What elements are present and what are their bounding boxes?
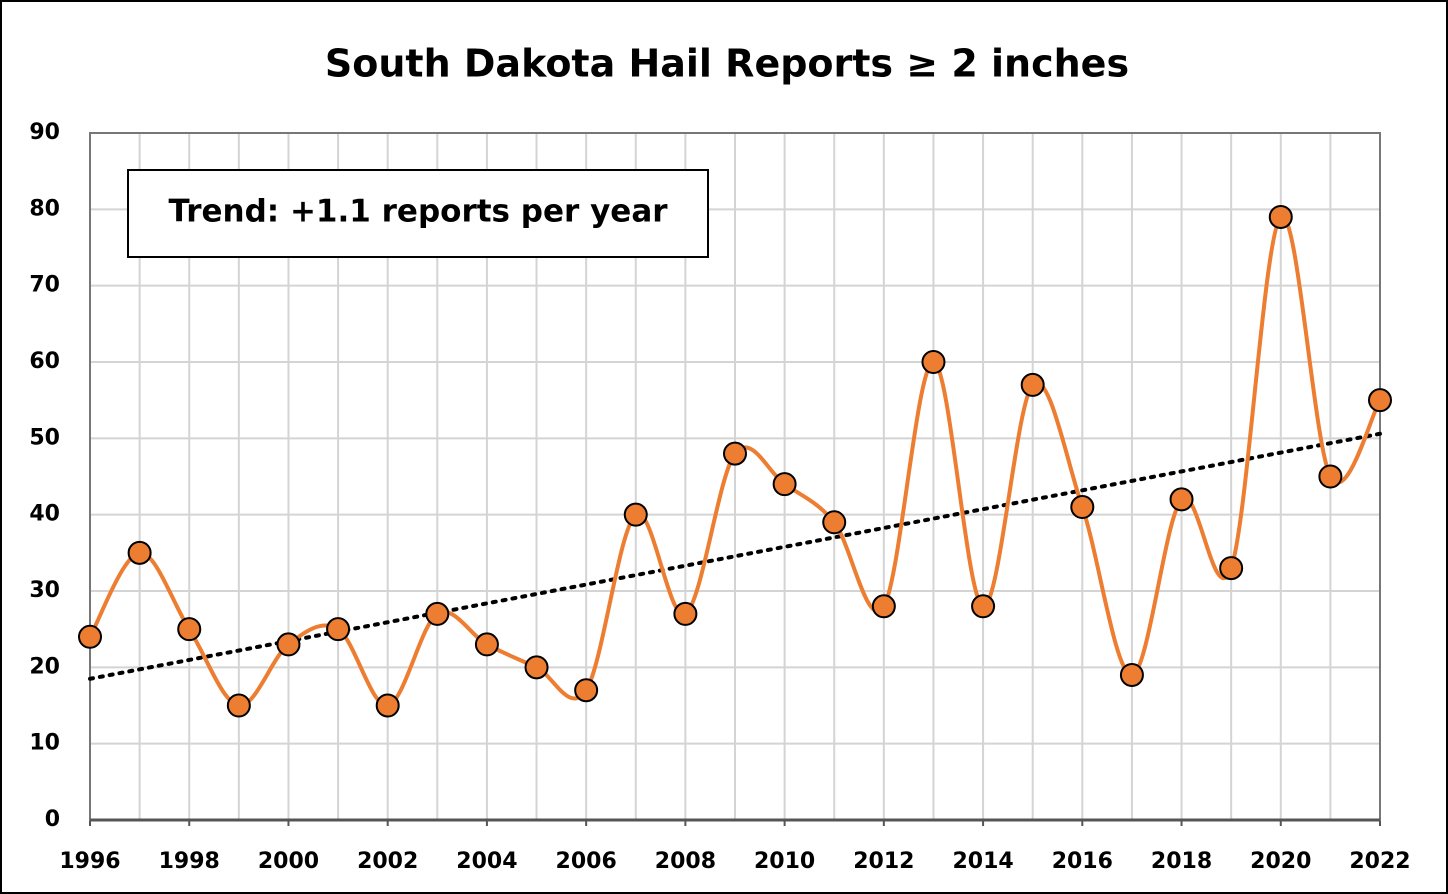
data-point <box>971 594 996 619</box>
data-point <box>177 617 202 642</box>
y-tick-label: 10 <box>29 731 60 756</box>
data-point <box>226 693 251 718</box>
x-tick-label: 2012 <box>853 849 914 874</box>
data-point <box>871 594 896 619</box>
data-point <box>326 617 351 642</box>
data-point <box>127 540 152 565</box>
data-point <box>574 678 599 703</box>
y-tick-label: 0 <box>45 807 60 832</box>
x-tick-label: 2002 <box>357 849 418 874</box>
annotation: Trend: +1.1 reports per year <box>168 194 668 230</box>
x-tick-label: 1996 <box>59 849 120 874</box>
y-tick-label: 60 <box>29 349 60 374</box>
data-point <box>474 632 499 657</box>
data-point <box>1169 487 1194 512</box>
y-tick-label: 80 <box>29 196 60 221</box>
y-tick-label: 70 <box>29 273 60 298</box>
data-point <box>921 350 946 374</box>
x-tick-label: 2020 <box>1250 849 1311 874</box>
data-point <box>1219 556 1244 581</box>
y-tick-label: 90 <box>29 120 60 145</box>
y-tick-label: 40 <box>29 502 60 527</box>
x-tick-label: 2000 <box>258 849 319 874</box>
x-tick-label: 2014 <box>952 849 1013 874</box>
data-point <box>1318 464 1343 489</box>
data-point <box>276 632 301 657</box>
data-point <box>425 601 450 626</box>
data-point <box>1268 204 1293 229</box>
annotation-box <box>127 169 709 258</box>
data-point <box>772 472 797 497</box>
data-point <box>1119 662 1144 687</box>
data-point <box>723 441 747 466</box>
data-point <box>78 624 102 649</box>
y-tick-label: 20 <box>29 654 60 679</box>
x-tick-label: 2004 <box>456 849 517 874</box>
data-point <box>1070 495 1095 520</box>
data-point <box>524 655 549 680</box>
x-tick-label: 2016 <box>1052 849 1113 874</box>
data-point <box>822 510 847 535</box>
data-point <box>375 693 400 718</box>
x-tick-label: 2018 <box>1151 849 1212 874</box>
data-point <box>623 502 648 527</box>
x-tick-label: 2006 <box>556 849 617 874</box>
y-tick-label: 30 <box>29 578 60 603</box>
x-tick-label: 2022 <box>1349 849 1410 874</box>
x-tick-label: 1998 <box>159 849 220 874</box>
trend-line <box>88 431 1382 681</box>
data-point <box>673 601 698 626</box>
data-point <box>1368 388 1392 413</box>
chart-title: South Dakota Hail Reports ≥ 2 inches <box>325 42 1129 86</box>
x-tick-label: 2008 <box>655 849 716 874</box>
x-tick-label: 2010 <box>754 849 815 874</box>
y-tick-label: 50 <box>29 425 60 450</box>
data-point <box>1020 372 1045 397</box>
